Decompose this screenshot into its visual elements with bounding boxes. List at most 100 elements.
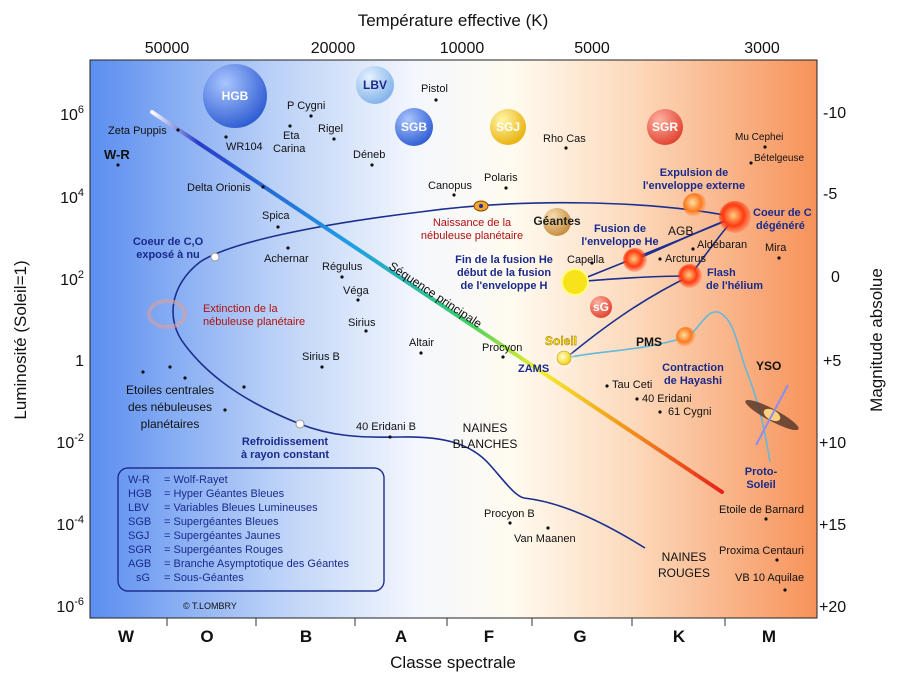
legend-desc: = Supergéantes Rouges [164, 544, 283, 556]
sgj-bubble [490, 109, 526, 145]
star-dot [388, 435, 392, 439]
star-dot [564, 146, 568, 150]
star-dot [242, 385, 246, 389]
star-dot [364, 329, 368, 333]
plot-frame [89, 59, 818, 619]
star-dot [332, 137, 336, 141]
contraction-label: Contraction [662, 362, 724, 374]
star-dot [370, 163, 374, 167]
star-label-wr104: WR104 [226, 141, 263, 153]
star-label-vega: Véga [343, 285, 370, 297]
sgj-label: SGJ [496, 120, 520, 134]
annotations: Coeur de C,O exposé à nu Extinction de l… [126, 167, 812, 580]
sg-label: sG [593, 300, 609, 314]
sgr-label: SGR [652, 120, 678, 134]
star-label-procyon: Procyon [482, 342, 522, 354]
special-stars: Soleil [147, 193, 799, 446]
star-dot [168, 365, 172, 369]
star-label-mu-cephei: Mu Cephei [735, 132, 783, 143]
expulsion-label: l'enveloppe externe [643, 180, 745, 192]
mag-tick: 0 [831, 269, 840, 286]
legend-abbr: AGB [128, 558, 151, 570]
mag-tick: -10 [823, 105, 846, 122]
luminosity-ticks: 106 104 102 1 10-2 10-4 10-6 [56, 104, 84, 616]
cooling-label: Refroidissement [242, 436, 329, 448]
cooling-label: à rayon constant [241, 449, 329, 461]
coeur-co-label: Coeur de C,O [133, 236, 204, 248]
star-label-zeta-puppis: Zeta Puppis [108, 125, 167, 137]
star-dot [320, 365, 324, 369]
star-label-wr: W-R [104, 147, 130, 162]
legend: W-R = Wolf-Rayet HGB = Hyper Géantes Ble… [117, 467, 385, 592]
star-label-delta-orionis: Delta Orionis [187, 182, 251, 194]
star-dot [508, 521, 512, 525]
star-label-sirius-b: Sirius B [302, 351, 340, 363]
temperature-ticks: 50000 20000 10000 5000 3000 [145, 40, 780, 57]
legend-desc: = Variables Bleues Lumineuses [164, 502, 318, 514]
star-dot [658, 257, 662, 261]
star-dot [764, 517, 768, 521]
star-dot [452, 193, 456, 197]
he-flash-star [678, 264, 702, 288]
bottom-axis-title: Classe spectrale [390, 653, 516, 672]
spectral-class: W [118, 627, 135, 646]
star-label-rigel: Rigel [318, 123, 343, 135]
central-stars-label: planétaires [141, 417, 200, 431]
temp-tick: 3000 [744, 40, 780, 57]
lum-tick: 10-2 [56, 432, 84, 452]
degenerate-core-star [719, 201, 751, 233]
fin-fusion-label: début de la fusion [457, 267, 551, 279]
star-label-achernar: Achernar [264, 253, 309, 265]
coeur-co-label: exposé à nu [136, 249, 200, 261]
fin-fusion-label: Fin de la fusion He [455, 254, 553, 266]
naissance-label: nébuleuse planétaire [421, 230, 523, 242]
white-dwarfs-label: NAINES [463, 421, 508, 435]
central-stars-label: Etoiles centrales [126, 383, 214, 397]
star-label-40-eridani-b: 40 Eridani B [356, 421, 416, 433]
copyright: © T.LOMBRY [183, 601, 237, 611]
yso-label: YSO [756, 359, 781, 373]
star-label-vb10: VB 10 Aquilae [735, 572, 804, 584]
star-dot [501, 355, 505, 359]
evolution-tracks [172, 201, 771, 549]
star-label-eta: Eta [283, 130, 300, 142]
mag-tick: +5 [823, 353, 841, 370]
flash-label: Flash [707, 267, 736, 279]
star-dot [783, 588, 787, 592]
coeur-c-label: dégénéré [756, 220, 805, 232]
pms-label: PMS [636, 335, 662, 349]
spectral-class: A [395, 627, 407, 646]
legend-abbr: HGB [128, 488, 152, 500]
spectral-class: F [484, 627, 494, 646]
spectral-class-ticks: W O B A F G K M [118, 618, 776, 646]
geantes-bubble [543, 208, 571, 236]
top-axis-title: Température effective (K) [358, 11, 549, 30]
lum-tick: 102 [60, 269, 84, 289]
lbv-label: LBV [363, 78, 387, 92]
lum-tick: 1 [75, 353, 84, 370]
legend-abbr: LBV [128, 502, 149, 514]
sgb-bubble [395, 108, 433, 146]
star-label-canopus: Canopus [428, 180, 473, 192]
sg-bubble [590, 296, 612, 318]
mag-tick: +20 [819, 599, 846, 616]
star-label-mira: Mira [765, 242, 787, 254]
star-dots [116, 98, 787, 592]
temp-tick: 50000 [145, 40, 190, 57]
star-label-proxima: Proxima Centauri [719, 545, 804, 557]
legend-desc: = Supergéantes Jaunes [164, 530, 281, 542]
extinction-label: Extinction de la [203, 303, 278, 315]
star-dot [546, 526, 550, 530]
legend-abbr: sG [136, 572, 150, 584]
mag-tick: +15 [819, 517, 846, 534]
star-dot [691, 247, 695, 251]
star-label-deneb: Déneb [353, 149, 385, 161]
zams-label: ZAMS [518, 363, 549, 375]
coeur-c-label: Coeur de C [753, 207, 812, 219]
star-dot [176, 128, 180, 132]
sgr-bubble [647, 109, 683, 145]
red-dwarfs-label: NAINES [662, 550, 707, 564]
hb-star [561, 268, 589, 296]
pms-track [565, 311, 771, 463]
spectral-class: G [573, 627, 586, 646]
